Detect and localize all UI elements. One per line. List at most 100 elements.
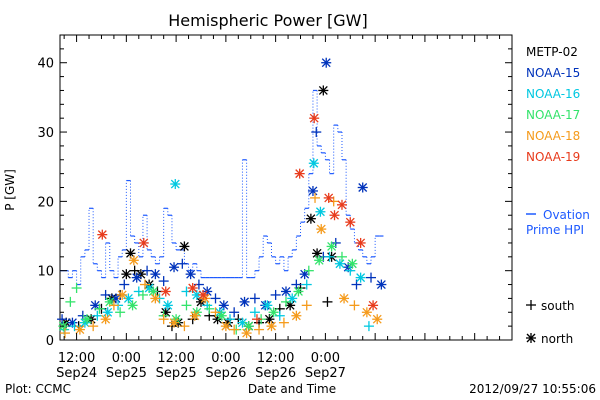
north-point [372,314,383,325]
north-point [239,296,250,307]
north-point [308,158,319,169]
star-stroke [150,269,160,279]
star-stroke [117,290,127,300]
north-point [241,328,252,339]
star-stroke [148,287,158,296]
star-stroke [97,230,107,240]
star-stroke [358,183,368,192]
south-point [229,307,240,318]
south-point [363,321,374,332]
ovation-hpi-line [60,89,384,286]
north-point [266,321,277,332]
north-point [355,272,366,283]
south-point [249,293,260,304]
north-point [74,324,85,335]
south-point [59,328,70,339]
south-point [210,307,221,318]
star-stroke [240,297,249,307]
x-tick-date-label: Sep25 [156,366,197,381]
north-point [316,224,327,235]
north-point [293,286,304,297]
legend-north-label: north [541,332,573,346]
north-point [323,192,334,203]
north-point [189,310,200,321]
north-point [326,241,337,252]
star-stroke [82,314,92,324]
north-point [299,269,310,280]
north-point [148,286,159,297]
north-point [307,185,318,196]
north-point [97,229,108,240]
south-point [349,300,360,311]
south-point [251,314,262,325]
x-tick-date-label: Sep25 [106,366,147,381]
north-point [104,296,115,307]
star-stroke [75,325,85,335]
south-point [366,272,377,283]
south-point [177,258,188,269]
north-point [312,248,323,259]
star-stroke [376,280,386,290]
star-stroke [368,300,378,310]
y-tick-label: 10 [37,265,54,280]
x-axis-label: Date and Time [248,382,336,396]
north-point [160,286,171,297]
star-stroke [200,293,210,303]
x-tick-label: 12:00 [58,351,95,366]
north-point [305,213,316,224]
south-point [301,300,312,311]
south-point [345,265,356,276]
star-stroke [312,248,322,258]
south-point [291,279,302,290]
legend-noaa-15: NOAA-15 [526,66,580,80]
south-point [278,317,289,328]
north-point [187,283,198,294]
y-tick-label: 30 [37,126,54,141]
north-point [345,217,356,228]
north-point [121,269,132,280]
south-point [158,276,169,287]
star-stroke [161,287,171,296]
south-point [158,314,169,325]
north-point [220,321,231,332]
south-point [71,283,82,294]
south-point [140,279,151,290]
north-point [318,85,329,96]
star-stroke [309,113,319,123]
star-stroke [169,262,179,272]
north-point [131,272,142,283]
south-point [119,279,130,290]
star-stroke [306,214,316,224]
star-stroke [123,293,133,303]
star-stroke [372,314,382,324]
north-point [117,289,128,300]
south-point [108,300,119,311]
south-point [311,127,322,138]
star-stroke [128,300,138,310]
star-stroke [129,255,139,265]
south-point [88,321,99,332]
legend-noaa-16: NOAA-16 [526,87,580,101]
south-point [181,300,192,311]
legend-south-marker [526,300,536,310]
footer-timestamp: 2012/09/27 10:55:06 [469,382,596,396]
series-noaa-15 [57,57,387,328]
star-stroke [316,224,326,234]
star-stroke [526,333,536,343]
star-stroke [170,179,180,189]
north-point [128,255,139,266]
star-stroke [300,269,310,279]
star-stroke [321,58,331,68]
north-point [355,237,366,248]
star-stroke [105,297,115,307]
north-point [125,248,136,259]
legend-metp-02: METP-02 [526,45,578,59]
star-stroke [101,314,111,324]
y-tick-label: 0 [46,334,54,349]
y-axis-label: P [GW] [3,169,17,211]
star-stroke [330,210,339,220]
south-point [142,265,153,276]
star-stroke [67,318,77,328]
legend-noaa-19: NOAA-19 [526,150,580,164]
